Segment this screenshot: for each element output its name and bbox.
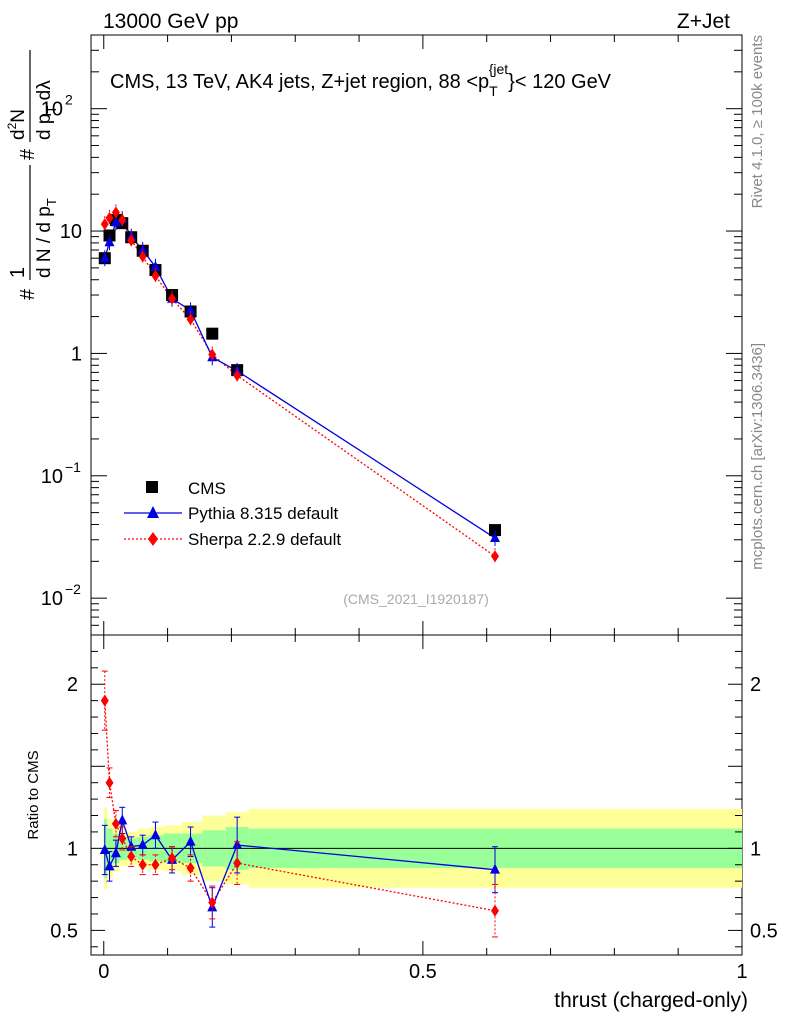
pythia-ratio-point xyxy=(150,829,161,840)
ratio-axis-ticks: 0.5 0.51 12 20 0.5 1 xyxy=(50,635,778,983)
ratio-frame xyxy=(90,634,743,956)
y-tick-exponent: 2 xyxy=(65,92,73,108)
sherpa-point xyxy=(186,313,195,326)
pythia-ratio-point xyxy=(490,863,501,874)
pythia-point xyxy=(110,216,121,227)
legend-marker-sherpa xyxy=(148,532,158,546)
ratio-tick-label-right: 2 xyxy=(750,674,761,696)
analysis-watermark: (CMS_2021_I1920187) xyxy=(343,591,489,607)
ratio-tick-label: 2 xyxy=(67,674,78,696)
y-tick-label: 10 xyxy=(41,588,63,610)
legend: CMS Pythia 8.315 default Sherpa 2.2.9 de… xyxy=(124,479,341,549)
legend-label-pythia: Pythia 8.315 default xyxy=(188,504,339,523)
ratio-series xyxy=(99,670,501,938)
plot-title-suffix: < 120 GeV xyxy=(515,71,612,93)
legend-marker-cms xyxy=(146,481,158,493)
sherpa-ratio-point xyxy=(138,858,147,871)
rivet-label: Rivet 4.1.0, ≥ 100k events xyxy=(749,35,766,208)
sherpa-ratio-point xyxy=(233,857,242,870)
sherpa-point xyxy=(491,550,500,563)
y-tick-label: 1 xyxy=(71,343,82,365)
sherpa-ratio-line xyxy=(104,700,496,912)
pythia-ratio-point xyxy=(110,847,121,858)
sherpa-point xyxy=(233,369,242,382)
plot-title-sub: T xyxy=(489,83,498,99)
ylabel-den2: d pT dλ xyxy=(34,80,59,140)
y-tick-label: 10 xyxy=(41,99,63,121)
pythia-ratio-point xyxy=(232,839,243,850)
mcplots-label: mcplots.cern.ch [arXiv:1306.3436] xyxy=(749,343,766,570)
y-tick-label: 10 xyxy=(41,466,63,488)
plot-title-sup: {jet xyxy=(489,61,509,77)
sherpa-point xyxy=(208,348,217,361)
legend-label-sherpa: Sherpa 2.2.9 default xyxy=(188,530,341,549)
legend-marker-pythia xyxy=(147,506,159,518)
ratio-tick-label-right: 1 xyxy=(750,838,761,860)
ylabel-num: d2N xyxy=(5,109,29,140)
sherpa-ratio-point xyxy=(127,850,136,863)
pythia-point xyxy=(104,236,115,247)
sherpa-ratio-point xyxy=(168,852,177,865)
sherpa-point xyxy=(118,214,127,227)
x-tick-label: 0.5 xyxy=(409,961,437,983)
ylabel-den: d N / d pT xyxy=(34,198,59,278)
x-tick-label: 1 xyxy=(736,961,747,983)
sherpa-ratio-point xyxy=(105,776,114,789)
cms-point xyxy=(206,327,219,340)
ylabel-one: 1 xyxy=(7,267,29,278)
main-y-axis-label: # 1 d N / d pT # d2N d pT dλ xyxy=(5,50,59,300)
y-tick-exponent: −2 xyxy=(65,581,81,597)
pythia-ratio-point xyxy=(185,835,196,846)
pythia-point xyxy=(150,260,161,271)
x-tick-label: 0 xyxy=(98,961,109,983)
sherpa-point xyxy=(127,234,136,247)
x-axis-label: thrust (charged-only) xyxy=(554,989,748,1012)
ratio-tick-label: 1 xyxy=(67,838,78,860)
sherpa-point xyxy=(111,206,120,219)
sherpa-ratio-point xyxy=(118,832,127,845)
pythia-line xyxy=(104,218,496,539)
sherpa-ratio-point xyxy=(491,904,500,917)
sherpa-ratio-point xyxy=(208,896,217,909)
ratio-y-axis-label: Ratio to CMS xyxy=(25,750,42,839)
sherpa-ratio-point xyxy=(151,858,160,871)
header-left: 13000 GeV pp xyxy=(103,10,238,33)
sherpa-point xyxy=(138,250,147,263)
ratio-tick-label-right: 0.5 xyxy=(750,920,778,942)
sherpa-point xyxy=(168,292,177,305)
sherpa-point xyxy=(151,269,160,282)
header-right: Z+Jet xyxy=(677,10,730,33)
legend-label-cms: CMS xyxy=(188,479,226,498)
pythia-ratio-point xyxy=(104,860,115,871)
y-tick-label: 10 xyxy=(60,221,82,243)
pythia-point xyxy=(185,304,196,315)
y-tick-exponent: −1 xyxy=(65,459,81,475)
sherpa-ratio-point xyxy=(186,862,195,875)
sherpa-ratio-point xyxy=(100,694,109,707)
plot-title-close: } xyxy=(508,71,515,93)
sherpa-point xyxy=(105,211,114,224)
pythia-point xyxy=(99,252,110,263)
plot-title-prefix: CMS, 13 TeV, AK4 jets, Z+jet region, 88 … xyxy=(110,71,489,93)
pythia-ratio-point xyxy=(126,840,137,851)
main-series xyxy=(98,204,502,565)
pythia-point xyxy=(490,532,501,543)
pythia-ratio-point xyxy=(117,814,128,825)
ratio-tick-label: 0.5 xyxy=(50,920,78,942)
plot-title: CMS, 13 TeV, AK4 jets, Z+jet region, 88 … xyxy=(110,61,612,99)
ylabel-hash-1: # xyxy=(17,288,39,300)
pythia-ratio-point xyxy=(137,839,148,850)
sherpa-ratio-point xyxy=(111,817,120,830)
ylabel-hash-2: # xyxy=(17,148,39,160)
sherpa-point xyxy=(100,218,109,231)
